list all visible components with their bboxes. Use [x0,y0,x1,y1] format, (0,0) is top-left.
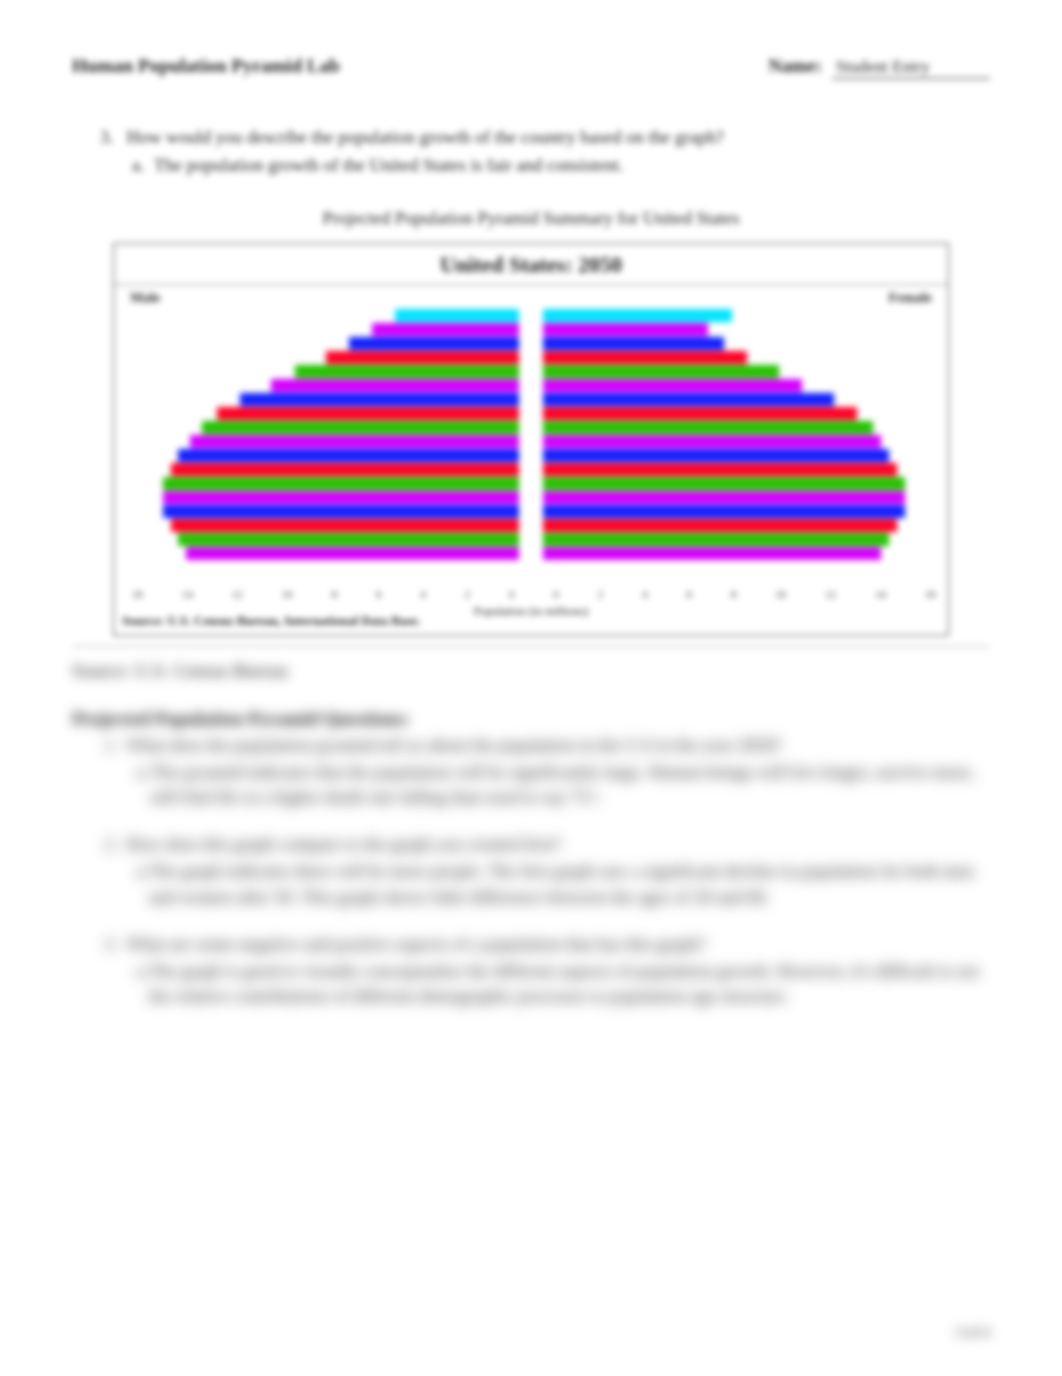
axis-tick: 2 [465,589,471,601]
chart-caption: Projected Population Pyramid Summary for… [72,208,990,229]
projected-q1-answer: a. The pyramid indicates that the popula… [136,760,990,810]
name-label: Name: [768,56,822,78]
bar-left [295,365,519,378]
bar-left [217,407,519,420]
bar-right [543,449,889,462]
axis-tick: 14 [182,589,193,601]
bar-right [543,435,881,448]
axis-tick: 0 [509,589,515,601]
bar-right [543,477,905,490]
divider [72,646,990,647]
q3-answer-letter: a. [132,153,154,177]
bar-right [543,393,834,406]
page-number: 3 of 4 [955,1325,990,1342]
question-3: 3. How would you describe the population… [100,125,990,178]
bar-right [543,533,889,546]
bar-right [543,519,897,532]
name-field: Name: Student Entry [768,56,990,79]
bar-left [178,533,519,546]
pyramid-area: 16141210864200246810121416 Population (i… [114,303,948,607]
bar-right [543,421,873,434]
axis-tick: 6 [687,589,693,601]
axis-tick: 14 [875,589,886,601]
q3-number: 3. [100,125,122,149]
projected-q2-answer: a. The graph indicates there will be mor… [136,859,990,909]
population-pyramid-chart: United States: 2050 Male Female 16141210… [113,243,949,636]
axis-tick: 12 [232,589,243,601]
q3-answer: a. The population growth of the United S… [132,153,990,177]
section-heading: Projected Population Pyramid Questions: [72,709,990,731]
bar-left [171,463,519,476]
bar-right [543,547,881,560]
axis-tick: 16 [132,589,143,601]
axis-tick: 12 [825,589,836,601]
bar-left [372,323,519,336]
pq3-a-text: The graph is good to visually conceptual… [149,959,990,1009]
axis-tick: 8 [731,589,737,601]
bar-left [178,449,519,462]
page-header: Human Population Pyramid Lab Name: Stude… [72,56,990,79]
projected-q3-answer: a. The graph is good to visually concept… [136,959,990,1009]
bar-left [163,491,519,504]
axis-tick: 4 [420,589,426,601]
bar-right [543,407,857,420]
pq1-a-letter: a. [136,760,150,810]
axis-tick: 2 [598,589,604,601]
q3-line: 3. How would you describe the population… [100,125,990,149]
bar-right [543,309,732,322]
bar-right [543,323,708,336]
pq3-a-letter: a. [136,959,149,1009]
bar-right [543,491,905,504]
x-axis-ticks: 16 14 12 10 8 6 4 2 0 0 2 4 6 8 10 12 14 16 [132,589,936,601]
axis-tick: 8 [332,589,338,601]
bar-right [543,365,779,378]
axis-tick: 10 [775,589,786,601]
axis-tick: 10 [282,589,293,601]
bar-right [543,379,802,392]
bar-left [326,351,520,364]
bar-left [202,421,519,434]
axis-tick: 4 [642,589,648,601]
pq2-num: 2. [104,832,126,857]
projected-q1: 1. What does the population pyramid tell… [104,733,990,758]
name-value: Student Entry [832,57,990,79]
q3-answer-text: The population growth of the United Stat… [154,153,990,177]
bar-left [163,505,519,518]
projected-q3: 3. What are some negative and positive a… [104,932,990,957]
projected-questions: 1. What does the population pyramid tell… [72,733,990,1010]
outer-source: Source: U.S. Census Bureau [72,661,990,683]
bar-right [543,337,724,350]
bar-right [543,463,897,476]
bar-right [543,351,747,364]
bar-left [240,393,519,406]
bar-left [190,435,519,448]
axis-tick: 16 [925,589,936,601]
pq1-num: 1. [104,733,126,758]
pq2-a-text: The graph indicates there will be more p… [149,859,990,909]
pq1-text: What does the population pyramid tell us… [126,733,781,758]
page: Human Population Pyramid Lab Name: Stude… [0,0,1062,1376]
bar-left [271,379,519,392]
doc-title: Human Population Pyramid Lab [72,56,340,78]
chart-title: United States: 2050 [114,244,948,285]
pq3-text: What are some negative and positive aspe… [126,932,705,957]
bar-left [163,477,519,490]
bar-right [543,505,905,518]
projected-q2: 2. How does this graph compare to the gr… [104,832,990,857]
pq2-text: How does this graph compare to the graph… [126,832,561,857]
axis-tick: 6 [376,589,382,601]
pq1-a-text: The pyramid indicates that the populatio… [150,760,990,810]
pyramid-left-bars [132,309,519,581]
axis-tick: 0 [553,589,559,601]
pyramid-right-bars [543,309,936,581]
pq2-a-letter: a. [136,859,149,909]
bar-left [186,547,519,560]
bar-left [395,309,519,322]
x-axis-label: Population (in millions) [114,604,948,619]
q3-text: How would you describe the population gr… [127,127,724,147]
bar-left [171,519,519,532]
bar-left [349,337,519,350]
pq3-num: 3. [104,932,126,957]
